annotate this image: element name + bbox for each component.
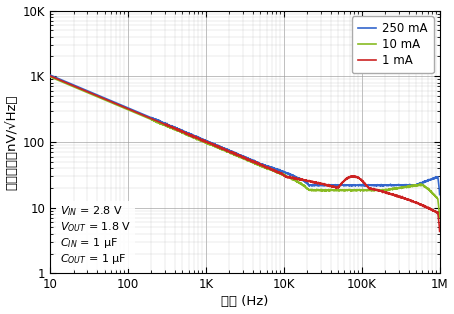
X-axis label: 频率 (Hz): 频率 (Hz) (221, 295, 269, 308)
1 mA (214, 144, 219, 148)
250 mA (437, 193, 442, 197)
250 mA (197, 137, 202, 140)
250 mA (47, 73, 53, 77)
Text: $V_{IN}$ = 2.8 V
$V_{OUT}$ = 1.8 V
$C_{IN}$ = 1 μF
$C_{OUT}$ = 1 μF: $V_{IN}$ = 2.8 V $V_{OUT}$ = 1.8 V $C_{I… (60, 204, 131, 266)
Y-axis label: 输出噪声（nV/√Hz）: 输出噪声（nV/√Hz） (5, 94, 19, 190)
250 mA (214, 143, 219, 147)
1 mA (437, 230, 442, 233)
1 mA (115, 103, 120, 106)
250 mA (387, 183, 393, 187)
10 mA (197, 138, 202, 142)
1 mA (387, 192, 393, 196)
250 mA (429, 177, 434, 181)
10 mA (214, 144, 219, 148)
1 mA (197, 137, 202, 141)
250 mA (92, 92, 97, 96)
10 mA (115, 103, 120, 107)
Line: 10 mA: 10 mA (50, 77, 439, 217)
10 mA (92, 94, 97, 97)
1 mA (92, 93, 97, 96)
10 mA (387, 188, 393, 192)
Legend: 250 mA, 10 mA, 1 mA: 250 mA, 10 mA, 1 mA (352, 16, 434, 73)
250 mA (115, 102, 120, 106)
Line: 1 mA: 1 mA (50, 76, 439, 231)
1 mA (429, 208, 434, 211)
1 mA (47, 74, 53, 78)
10 mA (437, 215, 442, 219)
10 mA (429, 191, 434, 194)
10 mA (47, 75, 53, 79)
Line: 250 mA: 250 mA (50, 75, 439, 195)
